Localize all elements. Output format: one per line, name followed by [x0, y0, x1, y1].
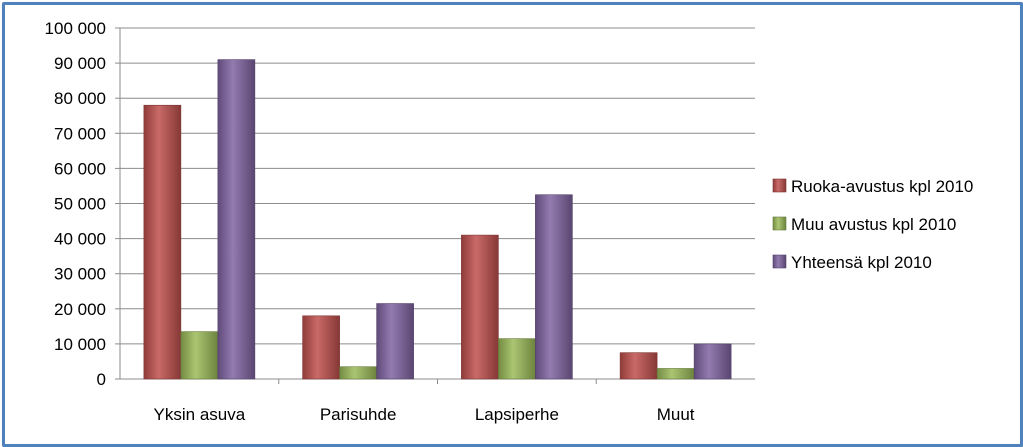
legend-label: Ruoka-avustus kpl 2010 — [791, 177, 973, 196]
bar-yhteensä — [693, 343, 732, 380]
y-tick-label: 30 000 — [54, 265, 106, 284]
bar-yhteensä — [376, 303, 414, 380]
bar-ruoka-avustus — [461, 234, 499, 380]
legend-swatch — [772, 178, 787, 193]
bar-muu — [498, 338, 536, 380]
y-tick-label: 100 000 — [45, 19, 106, 38]
y-tick-label: 50 000 — [54, 195, 106, 214]
y-axis-ticks: 0 10 000 20 000 30 000 40 000 50 000 60 000 70 … — [45, 19, 120, 389]
bar-ruoka-avustus — [619, 352, 658, 380]
y-tick-label: 90 000 — [54, 54, 106, 73]
x-category-label: Muut — [657, 405, 695, 424]
y-tick-label: 40 000 — [54, 230, 106, 249]
bar-yhteensä — [535, 194, 573, 380]
legend-label: Yhteensä kpl 2010 — [791, 253, 932, 272]
x-category-label: Yksin asuva — [154, 405, 246, 424]
legend: Ruoka-avustus kpl 2010 Muu avustus kpl 20… — [772, 177, 973, 272]
x-category-label: Lapsiperhe — [475, 405, 559, 424]
gridlines — [120, 27, 755, 345]
bar-ruoka-avustus — [302, 315, 340, 380]
bar-muu — [656, 368, 695, 380]
y-tick-label: 10 000 — [54, 335, 106, 354]
y-tick-label: 80 000 — [54, 89, 106, 108]
bar-muu — [339, 366, 377, 380]
legend-label: Muu avustus kpl 2010 — [791, 215, 956, 234]
bar-chart: 0 10 000 20 000 30 000 40 000 50 000 60 000 70 … — [45, 19, 974, 424]
bar-muu — [180, 331, 219, 380]
y-tick-label: 20 000 — [54, 300, 106, 319]
bars — [143, 59, 732, 380]
bar-ruoka-avustus — [143, 104, 182, 380]
legend-swatch — [772, 254, 787, 269]
x-category-label: Parisuhde — [320, 405, 397, 424]
y-tick-label: 70 000 — [54, 124, 106, 143]
legend-swatch — [772, 216, 787, 231]
bar-yhteensä — [217, 59, 256, 380]
y-tick-label: 60 000 — [54, 159, 106, 178]
y-tick-label: 0 — [97, 370, 106, 389]
x-axis-categories: Yksin asuva Parisuhde Lapsiperhe Muut — [154, 379, 695, 424]
